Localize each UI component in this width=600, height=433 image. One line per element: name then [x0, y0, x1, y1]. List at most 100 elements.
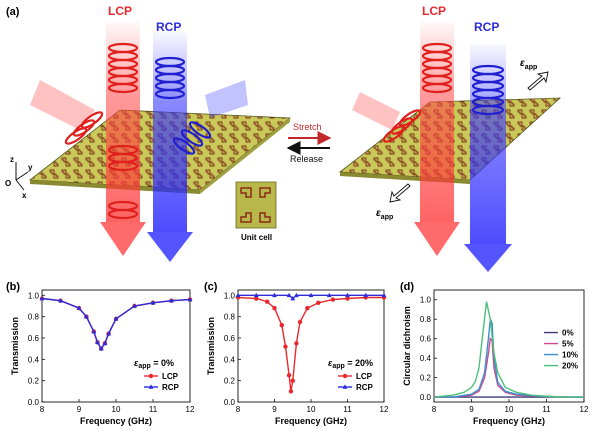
data-point-rcp — [106, 331, 111, 336]
data-point-rcp — [95, 339, 100, 345]
y-tick-label: 0.8 — [224, 313, 236, 322]
label-rcp-right: RCP — [474, 20, 499, 34]
beam-left-red — [64, 22, 146, 256]
strain-value: = 20% — [345, 358, 373, 368]
data-point-rcp — [113, 316, 119, 321]
data-point-rcp — [345, 292, 350, 298]
data-point-lcp — [265, 299, 270, 304]
data-point-lcp — [305, 305, 310, 311]
data-point-lcp — [290, 378, 295, 383]
beam-right-red — [382, 22, 460, 256]
data-point-lcp — [297, 319, 303, 325]
y-axis-label: Transmission — [206, 317, 216, 375]
data-point-lcp — [288, 389, 294, 394]
strain-symbol: ε — [328, 358, 333, 368]
legend-label: LCP — [162, 372, 179, 381]
data-point-rcp — [187, 297, 193, 302]
data-point-lcp — [345, 296, 350, 301]
y-tick-label: 0.2 — [28, 377, 40, 386]
x-tick-label: 9 — [272, 405, 277, 414]
legend-marker — [148, 373, 154, 379]
data-point-rcp — [132, 303, 137, 308]
chart-transmission-20pct: 8 9 10 11 12 0.0 0.2 0.4 0.6 0.8 1.0 Frequency (GHz… — [206, 289, 389, 426]
x-tick-label: 11 — [149, 405, 158, 414]
y-tick-label: 0.4 — [224, 355, 236, 364]
release-label: Release — [290, 154, 323, 164]
data-point-rcp — [308, 292, 314, 298]
data-point-rcp — [91, 329, 97, 334]
data-point-rcp — [381, 292, 387, 298]
reflected-beam-left-blue — [205, 80, 248, 118]
data-point-rcp — [235, 292, 241, 298]
panel-label-b: (b) — [6, 281, 20, 293]
y-tick-label: 0.6 — [28, 334, 40, 343]
y-tick-label: 0.8 — [28, 313, 40, 322]
y-axis-label: Circular dichroism — [402, 306, 412, 386]
data-point-lcp — [279, 323, 284, 328]
x-tick-label: 12 — [580, 405, 589, 414]
strain-subscript: app — [332, 363, 344, 370]
beam-right-blue — [464, 44, 512, 272]
strain-value: = 0% — [151, 358, 174, 368]
series-line-lcp — [41, 297, 191, 351]
y-tick-label: 1.0 — [28, 291, 40, 300]
legend-label: RCP — [356, 383, 374, 392]
y-tick-label: 0.0 — [28, 398, 40, 407]
x-tick-label: 11 — [343, 405, 352, 414]
y-tick-label: 0.4 — [420, 354, 432, 363]
data-point-rcp — [39, 295, 45, 301]
legend-label: RCP — [162, 383, 180, 392]
x-tick-label: 10 — [307, 405, 316, 414]
y-tick-label: 0.8 — [420, 315, 432, 324]
x-tick-label: 12 — [186, 405, 195, 414]
y-tick-label: 0.2 — [420, 374, 432, 383]
data-point-rcp — [58, 298, 63, 303]
y-tick-label: 1.0 — [224, 291, 236, 300]
data-point-rcp — [98, 346, 104, 351]
stretch-label: Stretch — [293, 122, 322, 132]
data-point-rcp — [326, 292, 332, 298]
strain-symbol: ε — [134, 358, 139, 368]
x-tick-label: 9 — [469, 405, 474, 414]
legend-label: 10% — [562, 351, 578, 360]
strain-arrow-bottom — [389, 183, 411, 203]
panel-label-a: (a) — [6, 6, 20, 18]
data-point-rcp — [294, 292, 299, 298]
data-point-lcp — [316, 300, 321, 305]
label-lcp-left: LCP — [108, 4, 132, 18]
x-tick-label: 11 — [542, 405, 551, 414]
label-lcp-right: LCP — [422, 4, 446, 18]
strain-subscript: app — [138, 363, 150, 370]
x-tick-label: 8 — [432, 405, 437, 414]
data-point-lcp — [330, 297, 336, 302]
series-line-20pct — [433, 301, 584, 398]
axis-triad — [15, 162, 29, 191]
y-tick-label: 0.0 — [224, 398, 236, 407]
data-point-rcp — [290, 295, 296, 301]
unit-cell-label: Unit cell — [241, 233, 272, 242]
beam-left-blue — [147, 32, 212, 262]
data-point-rcp — [286, 292, 292, 298]
chart-transmission-0pct: 8 9 10 11 12 0.0 0.2 0.4 0.6 0.8 1.0 Frequency (GHz… — [10, 289, 195, 426]
strain-annotation: εapp = 20% — [328, 358, 373, 370]
strain-arrow-top — [527, 71, 549, 91]
series-line-rcp — [41, 297, 191, 351]
data-point-rcp — [272, 292, 277, 298]
data-point-rcp — [102, 340, 108, 346]
y-tick-label: 0.4 — [28, 355, 40, 364]
y-tick-label: 1.0 — [420, 296, 432, 305]
x-axis-label: Frequency (GHz) — [80, 416, 152, 426]
x-tick-label: 8 — [236, 405, 241, 414]
legend-label: 0% — [562, 329, 574, 338]
data-point-lcp — [294, 341, 299, 346]
strain-label-bottom: εapp — [376, 208, 393, 221]
panel-label-d: (d) — [400, 281, 414, 293]
data-point-rcp — [253, 292, 259, 298]
x-tick-label: 10 — [505, 405, 514, 414]
x-tick-label: 12 — [380, 405, 389, 414]
legend-marker — [342, 373, 348, 379]
y-tick-label: 0.0 — [420, 393, 432, 402]
label-rcp-left: RCP — [156, 20, 181, 34]
unit-cell — [235, 181, 277, 229]
